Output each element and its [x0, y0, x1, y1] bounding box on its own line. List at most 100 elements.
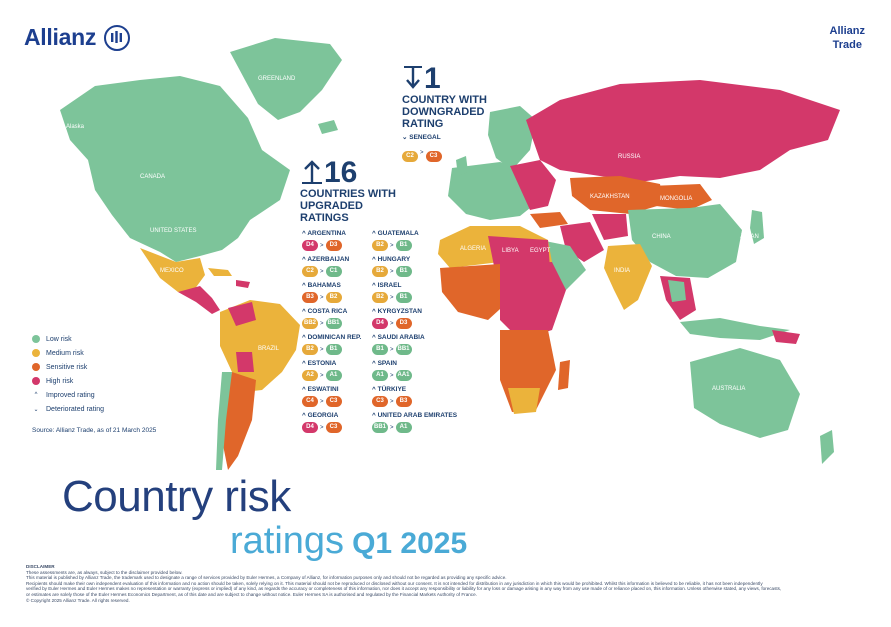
label-india: INDIA	[614, 268, 630, 274]
rating-arrow: >	[390, 268, 394, 275]
map-scandinavia	[488, 106, 536, 170]
rating-to: B1	[395, 266, 412, 277]
label-algeria: ALGERIA	[460, 246, 486, 252]
chevron-down-icon: ⌄	[33, 406, 39, 413]
map-turkey	[530, 212, 568, 228]
brand-line-2: Trade	[832, 39, 862, 51]
rating-from: B2	[372, 240, 388, 251]
label-brazil: BRAZIL	[258, 346, 280, 352]
map-new-zealand	[820, 430, 834, 464]
disclaimer-line-3: Recipients should make their own indepen…	[26, 580, 763, 586]
rating-to: D3	[325, 240, 342, 251]
upgrade-country-name: ^ TÜRKIYE	[372, 386, 407, 393]
upgrade-rating-row: B2 > B1	[302, 344, 361, 355]
upgrade-entry: ^ ESTONIA A2 > A1	[302, 360, 361, 381]
rating-to: B1	[395, 240, 412, 251]
rating-from: C3	[372, 396, 388, 407]
upgrade-entry: ^ SAUDI ARABIA B1 > BB1	[372, 334, 457, 355]
upgraded-list-right: ^ GUATEMALA B2 > B1 ^ HUNGARY B2 > B1 ^ ISRAEL B2…	[372, 230, 457, 438]
source-note: Source: Allianz Trade, as of 21 March 20…	[32, 427, 157, 434]
rating-arrow: >	[420, 149, 424, 156]
label-japan: JAPAN	[740, 234, 759, 240]
label-alaska: Alaska	[66, 124, 85, 130]
upgrade-country-name: ^ ESWATINI	[302, 386, 339, 393]
rating-arrow: >	[390, 346, 394, 353]
upgrade-rating-row: B2 > B1	[372, 292, 457, 303]
rating-to: A1	[325, 370, 342, 381]
upgrade-country-name: ^ ESTONIA	[302, 360, 337, 367]
upgraded-line-3: RATINGS	[300, 212, 349, 224]
upgrade-rating-row: B3 > B2	[302, 292, 361, 303]
upgrade-entry: ^ DOMINICAN REP. B2 > B1	[302, 334, 361, 355]
rating-arrow: >	[390, 398, 394, 405]
rating-to: B1	[395, 292, 412, 303]
upgrade-entry: ^ TÜRKIYE C3 > B3	[372, 386, 457, 407]
disclaimer-title: DISCLAIMER	[26, 564, 55, 569]
label-canada: CANADA	[140, 174, 165, 180]
disclaimer: DISCLAIMER These assessments are, as alw…	[26, 564, 866, 603]
rating-arrow: >	[320, 346, 324, 353]
disclaimer-line-5: or estimates are solely those of the Eul…	[26, 591, 477, 597]
map-indonesia	[680, 318, 790, 340]
map-greenland	[230, 38, 342, 120]
rating-arrow: >	[320, 424, 324, 431]
title-line-2: ratings Q1 2025	[230, 520, 468, 562]
legend: Low risk Medium risk Sensitive risk High…	[32, 332, 104, 416]
upgrade-country-name: ^ GEORGIA	[302, 412, 339, 419]
upgrade-entry: ^ GUATEMALA B2 > B1	[372, 230, 457, 251]
rating-to: AA1	[395, 370, 412, 381]
map-south-africa	[508, 388, 540, 414]
map-mexico	[140, 248, 205, 292]
rating-from: B1	[372, 344, 388, 355]
downgraded-line-1: COUNTRY WITH	[402, 94, 487, 106]
map-india	[604, 244, 652, 310]
downgraded-panel: 1 COUNTRY WITH DOWNGRADED RATING ⌄ SENEG…	[402, 64, 522, 162]
upgrade-country-name: ^ KYRGYZSTAN	[372, 308, 422, 315]
rating-to: C1	[325, 266, 342, 277]
rating-arrow: >	[390, 372, 394, 379]
map-japan	[750, 210, 764, 244]
label-us: UNITED STATES	[150, 228, 196, 234]
legend-low: Low risk	[32, 332, 104, 346]
map-afghanistan	[592, 214, 628, 240]
rating-from: B2	[372, 292, 388, 303]
upgrade-country-name: ^ HUNGARY	[372, 256, 411, 263]
disclaimer-line-6: © Copyright 2025 Allianz Trade. All righ…	[26, 597, 130, 603]
rating-to: BB1	[395, 344, 412, 355]
label-greenland: GREENLAND	[258, 76, 296, 82]
downgraded-count: 1	[424, 62, 441, 95]
up-arrow-icon	[302, 160, 322, 184]
upgrade-country-name: ^ SPAIN	[372, 360, 397, 367]
map-north-america	[60, 76, 290, 262]
legend-sensitive: Sensitive risk	[32, 360, 104, 374]
map-west-africa	[440, 264, 510, 320]
rating-arrow: >	[390, 320, 394, 327]
map-eastern-europe	[510, 160, 556, 210]
disclaimer-line-1: These assessments are, as always, subjec…	[26, 569, 183, 575]
map-china	[628, 204, 742, 278]
label-egypt: EGYPT	[530, 248, 551, 254]
label-kazakhstan: KAZAKHSTAN	[590, 194, 630, 200]
legend-high: High risk	[32, 374, 104, 388]
upgraded-header: 16 COUNTRIES WITH UPGRADED RATINGS	[300, 158, 396, 225]
rating-from: C2	[402, 151, 418, 162]
chevron-up-icon: ^	[34, 392, 38, 398]
title-line-1: Country risk	[62, 472, 291, 521]
map-uk	[456, 156, 468, 176]
map-australia	[690, 348, 800, 438]
downgraded-rating-row: C2>C3	[402, 144, 522, 162]
upgraded-line-2: UPGRADED	[300, 200, 363, 212]
upgrade-rating-row: C4 > C3	[302, 396, 361, 407]
map-venezuela	[228, 302, 256, 326]
upgrade-entry: ^ ESWATINI C4 > C3	[302, 386, 361, 407]
legend-low-dot	[32, 335, 40, 343]
rating-from: BB1	[372, 422, 388, 433]
map-caribbean	[208, 268, 232, 276]
upgrade-entry: ^ AZERBAIJAN C2 > C1	[302, 256, 361, 277]
rating-from: C2	[302, 266, 318, 277]
downgraded-line-3: RATING	[402, 118, 444, 130]
upgrade-rating-row: D4 > C3	[302, 422, 361, 433]
logo-wordmark: Allianz	[24, 24, 97, 50]
upgrade-entry: ^ KYRGYZSTAN D4 > D3	[372, 308, 457, 329]
